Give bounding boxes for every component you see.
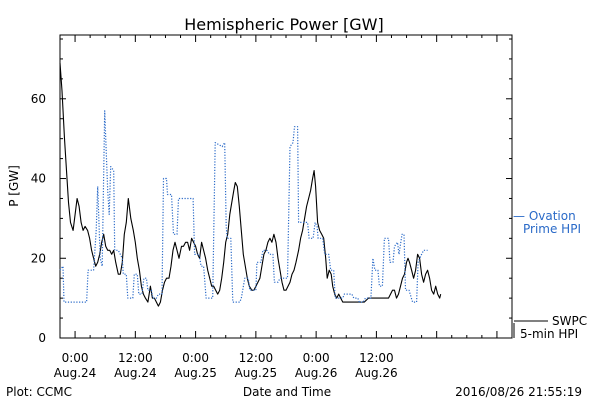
x-tick-label-date-4: Aug.26 xyxy=(295,366,338,380)
y-tick-label-3: 60 xyxy=(31,92,46,106)
y-axis-label: P [GW] xyxy=(7,165,21,207)
legend-swpc-line1: SWPC xyxy=(552,314,587,328)
x-tick-label-time-5: 12:00 xyxy=(359,351,394,365)
x-tick-label-time-4: 0:00 xyxy=(303,351,330,365)
series-line-swpc xyxy=(59,62,442,307)
plot-timestamp: 2016/08/26 21:55:19 xyxy=(455,385,582,399)
x-axis: 0:00Aug.2412:00Aug.240:00Aug.2512:00Aug.… xyxy=(54,35,513,380)
x-tick-label-time-2: 0:00 xyxy=(182,351,209,365)
legend-ovation: — Ovation Prime HPI xyxy=(513,209,581,236)
y-tick-label-1: 20 xyxy=(31,251,46,265)
legend-swpc-line2: 5-min HPI xyxy=(520,327,578,341)
x-tick-label-date-1: Aug.24 xyxy=(114,366,157,380)
x-tick-label-date-0: Aug.24 xyxy=(54,366,97,380)
x-axis-label: Date and Time xyxy=(243,385,331,399)
y-axis: 0 20 40 60 xyxy=(31,38,512,345)
series-layer xyxy=(59,62,442,307)
series-line-ovation xyxy=(59,110,428,303)
x-tick-label-date-2: Aug.25 xyxy=(174,366,217,380)
y-tick-label-2: 40 xyxy=(31,172,46,186)
legend-swpc: SWPC 5-min HPI xyxy=(513,314,587,341)
x-tick-label-time-0: 0:00 xyxy=(62,351,89,365)
x-tick-label-time-1: 12:00 xyxy=(118,351,153,365)
chart-title: Hemispheric Power [GW] xyxy=(184,15,383,34)
x-tick-label-date-3: Aug.25 xyxy=(235,366,278,380)
legend-ovation-line1: — Ovation xyxy=(513,209,576,223)
y-tick-label-0: 0 xyxy=(38,331,46,345)
x-tick-label-time-3: 12:00 xyxy=(239,351,274,365)
x-tick-label-date-5: Aug.26 xyxy=(355,366,398,380)
plot-credit: Plot: CCMC xyxy=(6,385,72,399)
legend-ovation-line2: Prime HPI xyxy=(523,222,581,236)
